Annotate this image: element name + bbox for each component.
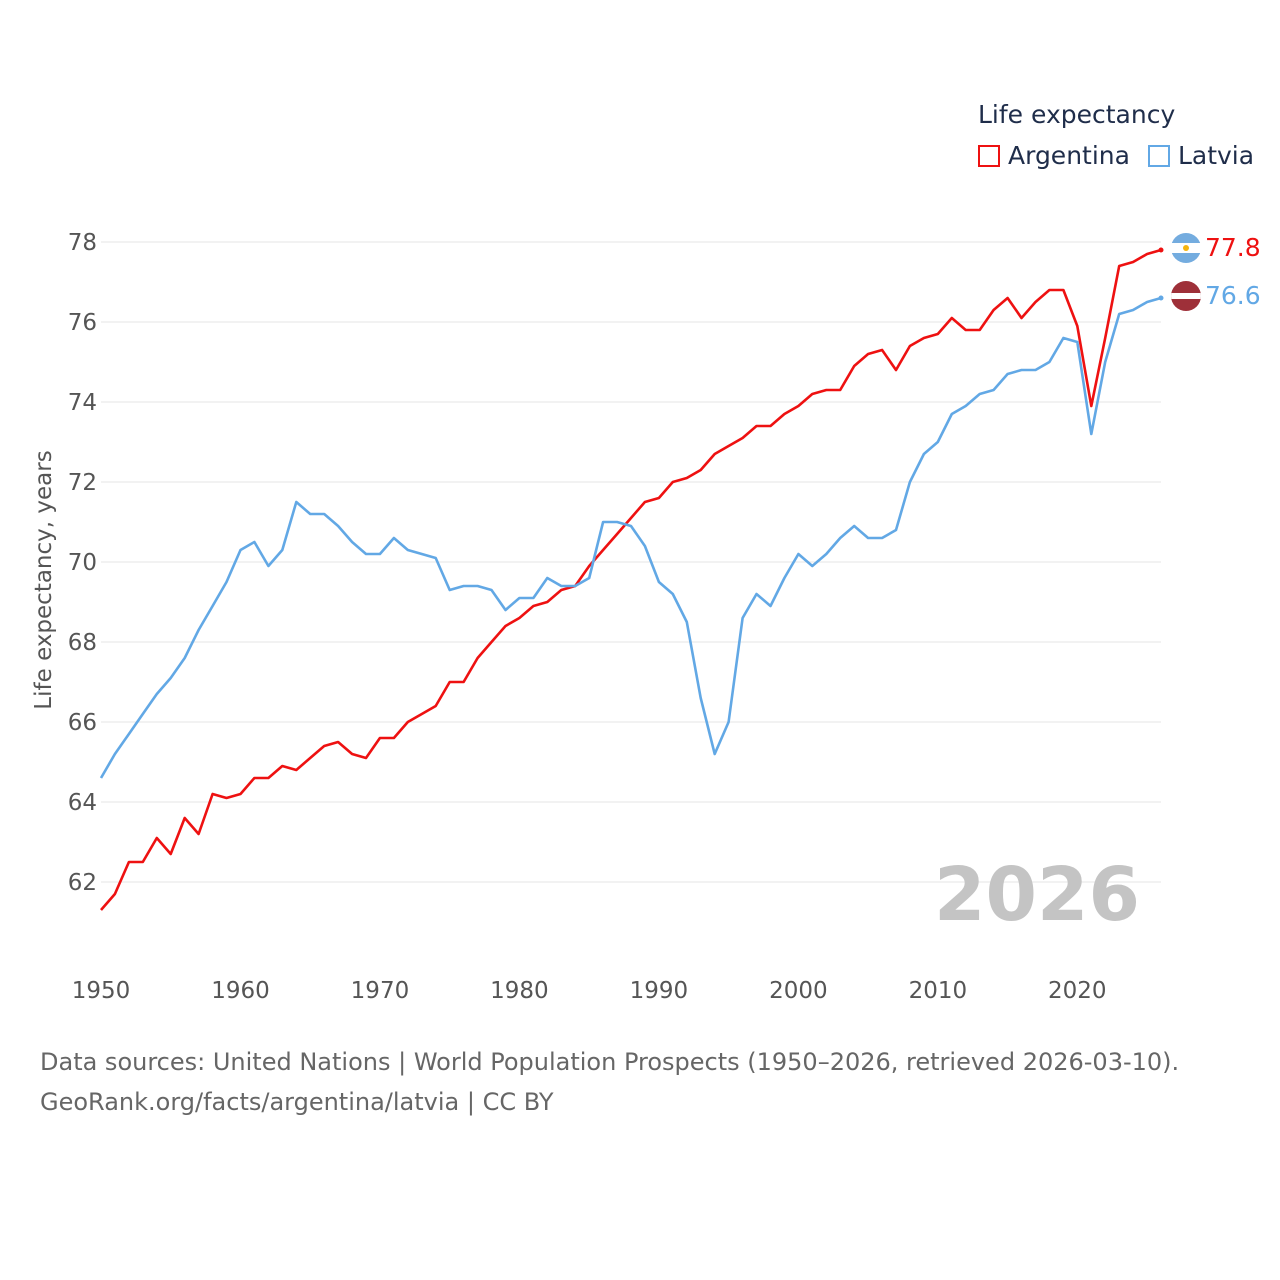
legend-swatch-argentina xyxy=(978,144,1000,167)
legend-item-latvia[interactable]: Latvia xyxy=(1147,141,1255,170)
end-label-argentina: 77.8 xyxy=(1205,233,1261,262)
attribution-text: GeoRank.org/facts/argentina/latvia | CC … xyxy=(40,1088,554,1116)
series-line-latvia xyxy=(99,296,1162,779)
argentina-flag-icon xyxy=(1171,233,1201,263)
year-watermark: 2026 xyxy=(934,852,1140,938)
legend-label-argentina: Argentina xyxy=(1008,141,1130,170)
legend-label-latvia: Latvia xyxy=(1177,141,1255,170)
y-tick-label-78: 78 xyxy=(68,230,97,256)
x-tick-label-1990: 1990 xyxy=(630,978,689,1004)
series-end-point-latvia xyxy=(1158,295,1164,301)
series-lines xyxy=(99,247,1164,911)
y-tick-label-64: 64 xyxy=(68,790,97,816)
y-tick-label-68: 68 xyxy=(68,630,97,656)
legend-swatch-latvia xyxy=(1147,144,1170,167)
y-tick-label-62: 62 xyxy=(68,870,97,896)
y-tick-label-76: 76 xyxy=(68,310,97,336)
y-tick-label-72: 72 xyxy=(68,470,97,496)
end-label-latvia: 76.6 xyxy=(1205,281,1261,310)
series-line-argentina xyxy=(100,248,1162,911)
y-tick-label-66: 66 xyxy=(68,710,97,736)
gridlines xyxy=(101,241,1161,883)
y-tick-label-74: 74 xyxy=(68,390,97,416)
y-tick-label-70: 70 xyxy=(68,550,97,576)
x-tick-label-1960: 1960 xyxy=(211,978,270,1004)
x-tick-label-1950: 1950 xyxy=(72,978,131,1004)
legend: Argentina Latvia xyxy=(978,141,1272,170)
legend-title: Life expectancy xyxy=(978,100,1176,129)
y-axis-title: Life expectancy, years xyxy=(31,450,57,710)
series-end-point-argentina xyxy=(1158,247,1164,253)
footer: Data sources: United Nations | World Pop… xyxy=(40,1042,1179,1122)
x-tick-label-2010: 2010 xyxy=(909,978,968,1004)
latvia-flag-icon xyxy=(1171,281,1201,311)
end-labels: 77.8 76.6 xyxy=(1205,233,1261,310)
x-tick-label-2000: 2000 xyxy=(769,978,828,1004)
x-tick-label-2020: 2020 xyxy=(1048,978,1107,1004)
axis-tick-labels: 62 64 66 68 70 72 74 76 78 1950 1960 1970 1980 1990 20… xyxy=(68,230,1107,1004)
data-sources-text: Data sources: United Nations | World Pop… xyxy=(40,1048,1180,1076)
x-tick-label-1970: 1970 xyxy=(351,978,410,1004)
x-tick-label-1980: 1980 xyxy=(490,978,549,1004)
legend-item-argentina[interactable]: Argentina xyxy=(978,141,1130,170)
